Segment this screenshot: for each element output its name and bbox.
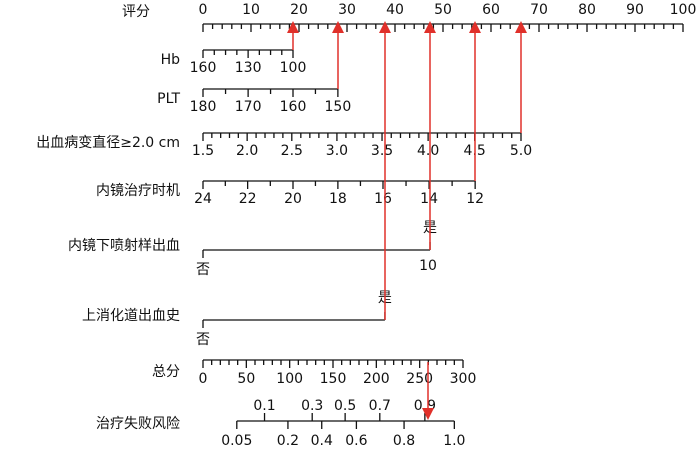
tick-label: 0.8 (393, 433, 415, 449)
tick-label: 0.7 (369, 398, 391, 414)
tick-label: 100 (280, 60, 307, 76)
tick-label: 22 (239, 191, 257, 207)
tick-label: 2.0 (236, 143, 258, 159)
row-name: 内镜治疗时机 (96, 183, 180, 199)
tick-label: 180 (190, 99, 217, 115)
tick-label: 150 (320, 371, 347, 387)
tick-label: 300 (450, 371, 477, 387)
tick-label: 18 (329, 191, 347, 207)
tick-label: 24 (194, 191, 212, 207)
tick-label: 160 (190, 60, 217, 76)
tick-label: 100 (276, 371, 303, 387)
tick-label: 200 (363, 371, 390, 387)
tick-label: 30 (338, 2, 356, 18)
tick-label: 40 (386, 2, 404, 18)
arrows (287, 21, 527, 420)
tick-label: 5.0 (510, 143, 532, 159)
tick-label: 100 (670, 2, 697, 18)
tick-label: 4.0 (417, 143, 439, 159)
tick-label: 0.2 (277, 433, 299, 449)
row-name: Hb (161, 52, 181, 68)
tick-label: 1.5 (192, 143, 214, 159)
tick-label: 3.5 (371, 143, 393, 159)
tick-label: 0.4 (311, 433, 333, 449)
tick-label: 150 (325, 99, 352, 115)
axis-name: 评分 (122, 4, 150, 20)
tick-label: 130 (235, 60, 262, 76)
tick-label: 1.0 (443, 433, 465, 449)
tick-label: 50 (434, 2, 452, 18)
tick-label: 0.3 (301, 398, 323, 414)
tick-label: 50 (237, 371, 255, 387)
axis-name: 治疗失败风险 (96, 416, 180, 432)
axis-name: 总分 (152, 364, 180, 380)
tick-label: 0.9 (414, 398, 436, 414)
tick-label: 160 (280, 99, 307, 115)
tick-label: 20 (290, 2, 308, 18)
tick-label: 90 (626, 2, 644, 18)
tick-label: 170 (235, 99, 262, 115)
tick-label: 0 (199, 371, 208, 387)
row-name: PLT (157, 91, 180, 107)
tick-label: 0 (199, 2, 208, 18)
tick-label: 80 (578, 2, 596, 18)
tick-label: 0.05 (221, 433, 252, 449)
tick-label: 0.5 (334, 398, 356, 414)
tick-label: 0.1 (253, 398, 275, 414)
row-name: 出血病变直径≥2.0 cm (36, 134, 180, 151)
tick-label: 否 (196, 262, 210, 278)
tick-label: 60 (482, 2, 500, 18)
tick-label: 12 (466, 191, 484, 207)
note: 10 (419, 258, 437, 274)
tick-label: 70 (530, 2, 548, 18)
tick-label: 14 (420, 191, 438, 207)
tick-label: 16 (374, 191, 392, 207)
tick-label: 否 (196, 332, 210, 348)
tick-label: 250 (406, 371, 433, 387)
tick-label: 20 (284, 191, 302, 207)
tick-label: 2.5 (281, 143, 303, 159)
tick-label: 10 (242, 2, 260, 18)
tick-label: 3.0 (326, 143, 348, 159)
tick-label: 0.6 (345, 433, 367, 449)
row-name: 内镜下喷射样出血 (68, 238, 180, 254)
row-name: 上消化道出血史 (82, 308, 180, 324)
